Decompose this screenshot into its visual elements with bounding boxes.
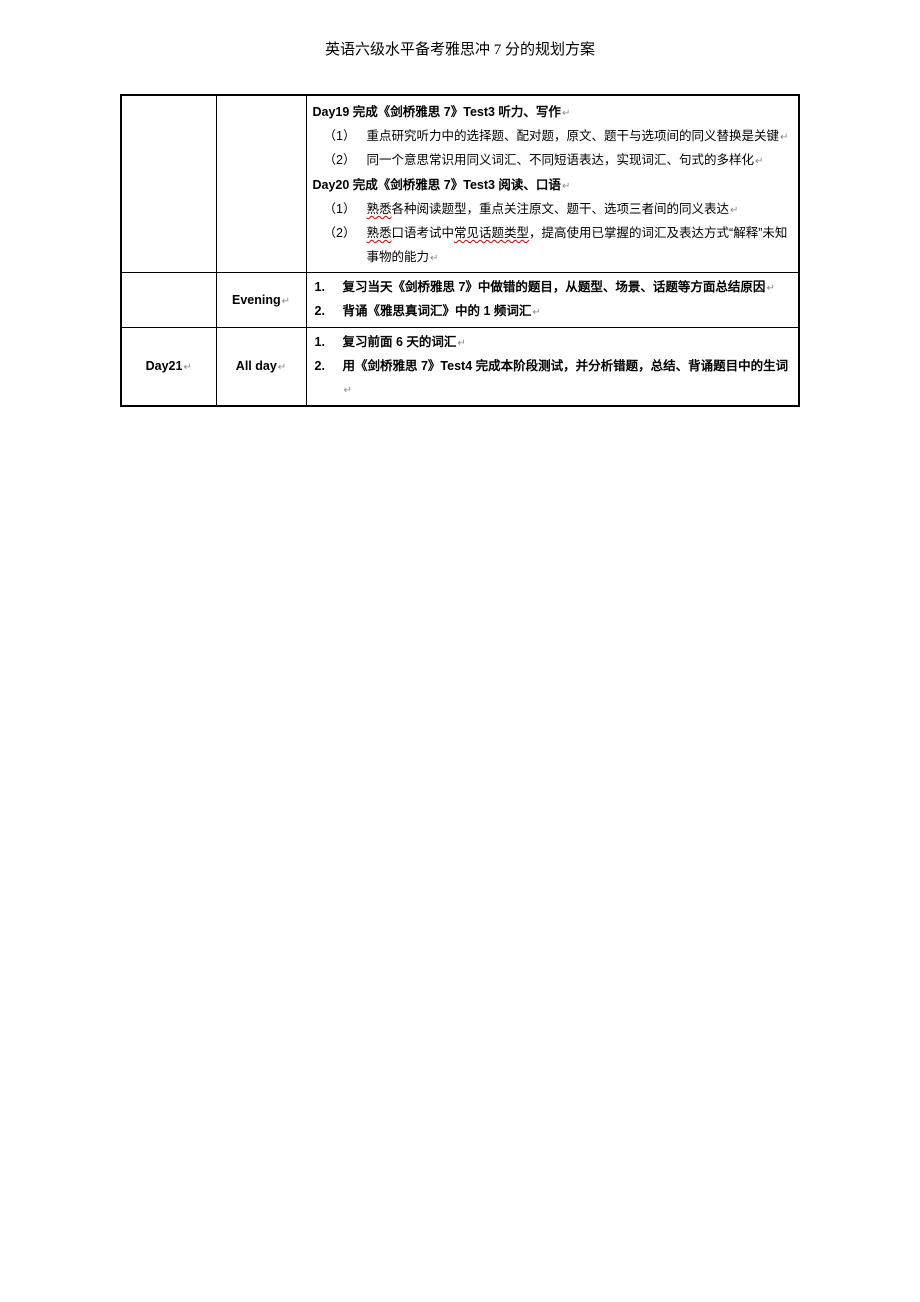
sub-item-text: 同一个意思常识用同义词汇、不同短语表达，实现词汇、句式的多样化↵ [367, 149, 791, 173]
table-row: Day21↵ All day↵ 1. 复习前面 6 天的词汇↵ 2. 用《剑桥雅… [121, 327, 799, 406]
num-item: 2. 背诵《雅思真词汇》中的 1 频词汇↵ [313, 300, 791, 324]
num-text: 用《剑桥雅思 7》Test4 完成本阶段测试，并分析错题，总结、背诵题目中的生词… [343, 355, 791, 403]
day-header: Day19 完成《剑桥雅思 7》Test3 听力、写作↵ [313, 101, 791, 125]
table-row: Evening↵ 1. 复习当天《剑桥雅思 7》中做错的题目，从题型、场景、话题… [121, 273, 799, 328]
day-cell [121, 273, 216, 328]
sub-item-num: （1） [313, 198, 367, 222]
sub-item: （2） 同一个意思常识用同义词汇、不同短语表达，实现词汇、句式的多样化↵ [313, 149, 791, 173]
num-text: 复习前面 6 天的词汇↵ [343, 331, 791, 355]
sub-item: （2） 熟悉口语考试中常见话题类型，提高使用已掌握的词汇及表达方式“解释”未知事… [313, 222, 791, 270]
num-item: 1. 复习当天《剑桥雅思 7》中做错的题目，从题型、场景、话题等方面总结原因↵ [313, 276, 791, 300]
sub-item-num: （2） [313, 149, 367, 173]
time-cell: All day↵ [216, 327, 306, 406]
sub-item-num: （2） [313, 222, 367, 246]
day-header: Day20 完成《剑桥雅思 7》Test3 阅读、口语↵ [313, 174, 791, 198]
study-plan-table: Day19 完成《剑桥雅思 7》Test3 听力、写作↵ （1） 重点研究听力中… [120, 94, 800, 407]
content-cell: 1. 复习前面 6 天的词汇↵ 2. 用《剑桥雅思 7》Test4 完成本阶段测… [306, 327, 799, 406]
num-text: 背诵《雅思真词汇》中的 1 频词汇↵ [343, 300, 791, 324]
day-cell: Day21↵ [121, 327, 216, 406]
content-cell: 1. 复习当天《剑桥雅思 7》中做错的题目，从题型、场景、话题等方面总结原因↵ … [306, 273, 799, 328]
num-marker: 1. [313, 331, 343, 355]
num-text: 复习当天《剑桥雅思 7》中做错的题目，从题型、场景、话题等方面总结原因↵ [343, 276, 791, 300]
day-cell [121, 95, 216, 273]
num-marker: 1. [313, 276, 343, 300]
num-item: 2. 用《剑桥雅思 7》Test4 完成本阶段测试，并分析错题，总结、背诵题目中… [313, 355, 791, 403]
sub-item: （1） 重点研究听力中的选择题、配对题，原文、题干与选项间的同义替换是关键↵ [313, 125, 791, 149]
table-row: Day19 完成《剑桥雅思 7》Test3 听力、写作↵ （1） 重点研究听力中… [121, 95, 799, 273]
page-title: 英语六级水平备考雅思冲 7 分的规划方案 [0, 38, 920, 59]
sub-item-num: （1） [313, 125, 367, 149]
sub-item: （1） 熟悉各种阅读题型，重点关注原文、题干、选项三者间的同义表达↵ [313, 198, 791, 222]
sub-item-text: 熟悉口语考试中常见话题类型，提高使用已掌握的词汇及表达方式“解释”未知事物的能力… [367, 222, 791, 270]
num-marker: 2. [313, 355, 343, 379]
sub-item-text: 重点研究听力中的选择题、配对题，原文、题干与选项间的同义替换是关键↵ [367, 125, 791, 149]
num-item: 1. 复习前面 6 天的词汇↵ [313, 331, 791, 355]
sub-item-text: 熟悉各种阅读题型，重点关注原文、题干、选项三者间的同义表达↵ [367, 198, 791, 222]
content-cell: Day19 完成《剑桥雅思 7》Test3 听力、写作↵ （1） 重点研究听力中… [306, 95, 799, 273]
time-cell [216, 95, 306, 273]
num-marker: 2. [313, 300, 343, 324]
time-cell: Evening↵ [216, 273, 306, 328]
